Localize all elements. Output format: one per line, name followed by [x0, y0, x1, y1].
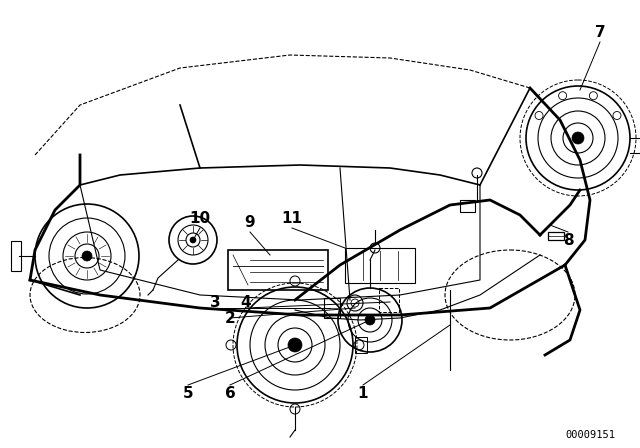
- Text: 7: 7: [595, 25, 605, 39]
- Circle shape: [572, 132, 584, 144]
- Bar: [548, 232, 564, 240]
- Text: 1: 1: [358, 385, 368, 401]
- Text: 8: 8: [563, 233, 573, 247]
- Text: 4: 4: [241, 294, 252, 310]
- Bar: [324, 298, 340, 318]
- Circle shape: [190, 237, 196, 243]
- Bar: [228, 250, 328, 290]
- Text: 5: 5: [182, 385, 193, 401]
- Text: 2: 2: [225, 310, 236, 326]
- Text: 00009151: 00009151: [565, 430, 615, 440]
- Text: 11: 11: [282, 211, 303, 225]
- Bar: [11, 241, 21, 271]
- Circle shape: [365, 315, 375, 325]
- Text: 3: 3: [210, 294, 220, 310]
- Bar: [379, 288, 399, 312]
- Bar: [345, 248, 415, 283]
- Text: 9: 9: [244, 215, 255, 229]
- Bar: [355, 337, 367, 353]
- Circle shape: [288, 338, 302, 352]
- Bar: [460, 200, 475, 212]
- Text: 6: 6: [225, 385, 236, 401]
- Circle shape: [82, 251, 92, 261]
- Text: 10: 10: [189, 211, 211, 225]
